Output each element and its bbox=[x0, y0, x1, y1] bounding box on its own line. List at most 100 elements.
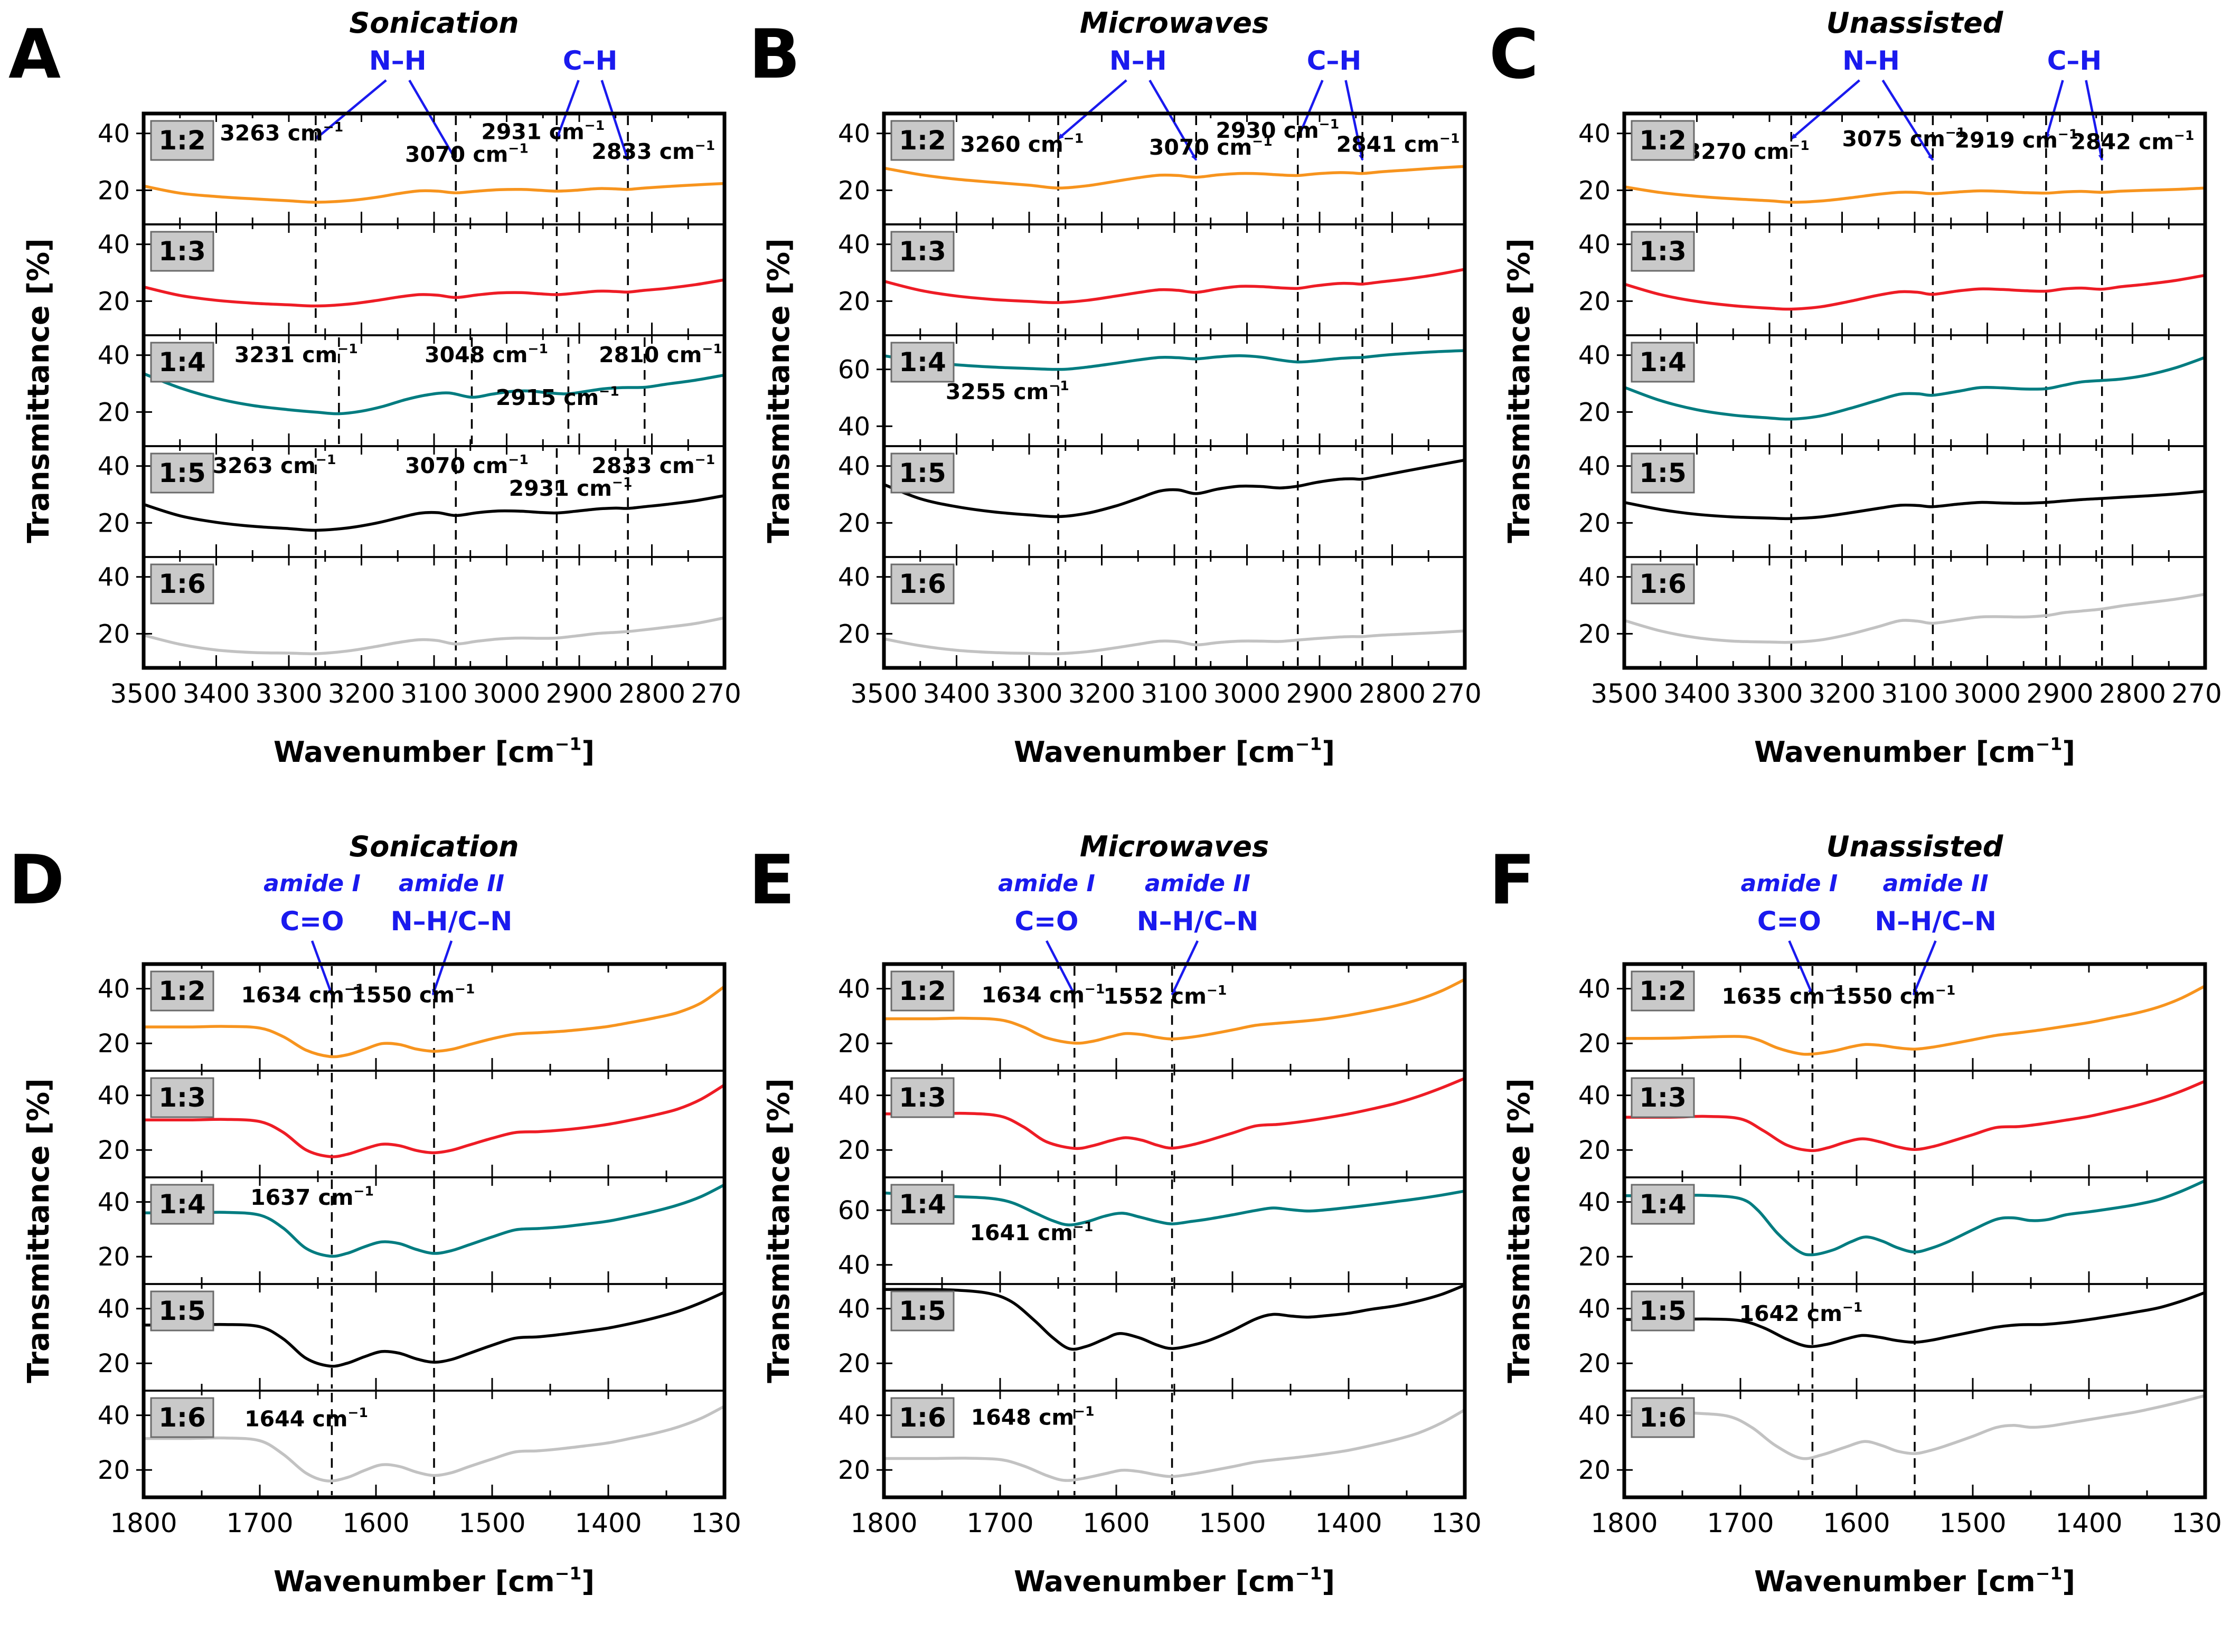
x-tick-label: 2700 bbox=[2171, 678, 2221, 709]
y-tick-label: 40 bbox=[1578, 975, 1611, 1004]
ratio-label: 1:6 bbox=[899, 569, 946, 599]
y-tick-label: 40 bbox=[98, 341, 130, 371]
x-tick-label: 1800 bbox=[850, 1508, 917, 1538]
ratio-label: 1:6 bbox=[158, 1402, 206, 1433]
spectrum-curve-1:2 bbox=[145, 985, 723, 1059]
x-tick-label: 1800 bbox=[1590, 1508, 1658, 1538]
x-tick-label: 3100 bbox=[400, 678, 467, 709]
x-tick-label: 3400 bbox=[923, 678, 990, 709]
spectrum-curve-1:5 bbox=[1625, 490, 2204, 521]
x-tick-label: 1300 bbox=[1431, 1508, 1481, 1538]
ratio-label: 1:2 bbox=[158, 125, 206, 156]
ratio-label-box bbox=[1631, 452, 1695, 494]
bond-label: N–H bbox=[1109, 45, 1167, 76]
ratio-label: 1:2 bbox=[1639, 125, 1687, 156]
annotation-arrow bbox=[1790, 79, 1860, 140]
y-tick-label: 40 bbox=[98, 1081, 130, 1111]
x-tick-label: 3400 bbox=[1663, 678, 1730, 709]
plot-outer-border bbox=[882, 962, 1467, 1499]
ratio-label-box bbox=[150, 1290, 214, 1332]
subplot-E-1:3: 40 20 1:3 bbox=[838, 1070, 1466, 1178]
spectrum-curve-1:3 bbox=[1625, 273, 2204, 311]
peak-annotation: 3263 cm−1 bbox=[213, 452, 336, 478]
ratio-label-box bbox=[1631, 120, 1695, 161]
ratio-label-box bbox=[150, 231, 214, 272]
y-tick-label: 60 bbox=[838, 1196, 870, 1225]
y-tick-label: 20 bbox=[1578, 1456, 1611, 1485]
panel-title: Microwaves bbox=[1080, 6, 1269, 40]
subplot-D-1:3: 40 20 1:3 bbox=[98, 1070, 726, 1178]
ratio-label: 1:2 bbox=[899, 976, 946, 1006]
x-tick-label: 1300 bbox=[2171, 1508, 2221, 1538]
bond-label: N–H/C–N bbox=[1137, 906, 1259, 937]
annotation-arrow bbox=[600, 80, 629, 161]
panel-letter-B: B bbox=[749, 15, 801, 94]
ratio-label: 1:3 bbox=[158, 236, 206, 267]
peak-annotation: 2919 cm−1 bbox=[1955, 126, 2078, 153]
bond-label: C–H bbox=[563, 45, 618, 76]
bond-label: N–H bbox=[1842, 45, 1900, 76]
ratio-label-box bbox=[150, 342, 214, 383]
x-axis-title: Wavenumber [cm−1] bbox=[1754, 733, 2075, 769]
ratio-label-box bbox=[150, 970, 214, 1012]
subplot-E-1:6: 40 20 1648 cm−1 1:6 bbox=[838, 1390, 1466, 1498]
subplot-border bbox=[883, 112, 1466, 225]
ratio-label: 1:3 bbox=[899, 1082, 946, 1113]
figure-panel-F: F Unassisted amide I C=O amide II N–H/C–N 40 20… bbox=[1481, 826, 2221, 1652]
spectrum-curve-1:3 bbox=[885, 1077, 1464, 1150]
y-tick-label: 40 bbox=[1578, 230, 1611, 260]
spectrum-curve-1:4 bbox=[1625, 356, 2204, 421]
peak-annotation: 2841 cm−1 bbox=[1336, 130, 1460, 157]
x-tick-label: 1600 bbox=[1823, 1508, 1890, 1538]
peak-annotation: 2931 cm−1 bbox=[481, 118, 605, 144]
ratio-label-box bbox=[1631, 563, 1695, 605]
subplot-D-1:4: 40 20 1637 cm−1 1:4 bbox=[98, 1176, 726, 1285]
annotation-arrow bbox=[310, 940, 333, 996]
y-tick-label: 40 bbox=[838, 1081, 870, 1111]
peak-annotation: 2915 cm−1 bbox=[496, 384, 619, 410]
peak-annotation: 2833 cm−1 bbox=[591, 452, 715, 478]
ratio-label: 1:5 bbox=[1639, 1296, 1687, 1326]
y-tick-label: 20 bbox=[838, 1456, 870, 1485]
annotation-arrow bbox=[431, 940, 453, 996]
subplot-A-1:4: 40 20 3231 cm−1 3048 cm−1 2810 cm−1 2915 cm−1… bbox=[98, 334, 726, 447]
subplot-B-1:5: 40 20 1:5 bbox=[838, 445, 1466, 558]
subplot-border bbox=[883, 1070, 1466, 1178]
panel-title: Microwaves bbox=[1080, 830, 1269, 863]
subplot-B-1:6: 40 20 1:6 bbox=[838, 556, 1466, 669]
spectrum-curve-1:5 bbox=[885, 1285, 1464, 1351]
y-tick-label: 20 bbox=[1578, 1242, 1611, 1272]
y-tick-label: 40 bbox=[838, 563, 870, 592]
annotation-arrow bbox=[1296, 80, 1324, 140]
peak-annotation: 1635 cm−1 bbox=[1722, 983, 1846, 1009]
ratio-label: 1:3 bbox=[1639, 1082, 1687, 1113]
y-tick-label: 20 bbox=[98, 398, 130, 427]
ratio-label: 1:4 bbox=[899, 347, 946, 377]
figure-row-top: A Sonication N–H C–H 40 20 3263 cm−1 3070 cm−1 2… bbox=[8, 6, 2221, 769]
y-tick-label: 20 bbox=[1578, 176, 1611, 205]
panel-E-chart: Microwaves amide I C=O amide II N–H/C–N 40 20 1… bbox=[762, 830, 1481, 1598]
y-tick-label: 20 bbox=[1578, 1349, 1611, 1379]
y-tick-label: 20 bbox=[98, 619, 130, 649]
ratio-label: 1:6 bbox=[1639, 569, 1687, 599]
x-tick-label: 3100 bbox=[1141, 678, 1208, 709]
peak-annotation: 3070 cm−1 bbox=[405, 140, 529, 167]
y-tick-label: 20 bbox=[838, 1349, 870, 1379]
x-tick-label: 3500 bbox=[1590, 678, 1658, 709]
peak-annotation: 1634 cm−1 bbox=[241, 981, 365, 1007]
x-tick-label: 1600 bbox=[1082, 1508, 1150, 1538]
y-tick-label: 20 bbox=[1578, 287, 1611, 316]
annotation-arrow bbox=[556, 80, 580, 140]
plot-outer-border bbox=[1622, 111, 2207, 670]
x-tick-label: 2700 bbox=[1431, 678, 1481, 709]
spectrum-curve-1:5 bbox=[145, 1291, 723, 1368]
annotation-arrow bbox=[2045, 80, 2064, 140]
ratio-label-box bbox=[1631, 231, 1695, 272]
peak-annotation: 1642 cm−1 bbox=[1739, 1300, 1863, 1326]
subplot-F-1:5: 40 20 1642 cm−1 1:5 bbox=[1578, 1283, 2206, 1392]
ratio-label-box bbox=[890, 563, 955, 605]
y-axis-title: Transmittance [%] bbox=[22, 238, 56, 543]
y-tick-label: 20 bbox=[98, 508, 130, 538]
